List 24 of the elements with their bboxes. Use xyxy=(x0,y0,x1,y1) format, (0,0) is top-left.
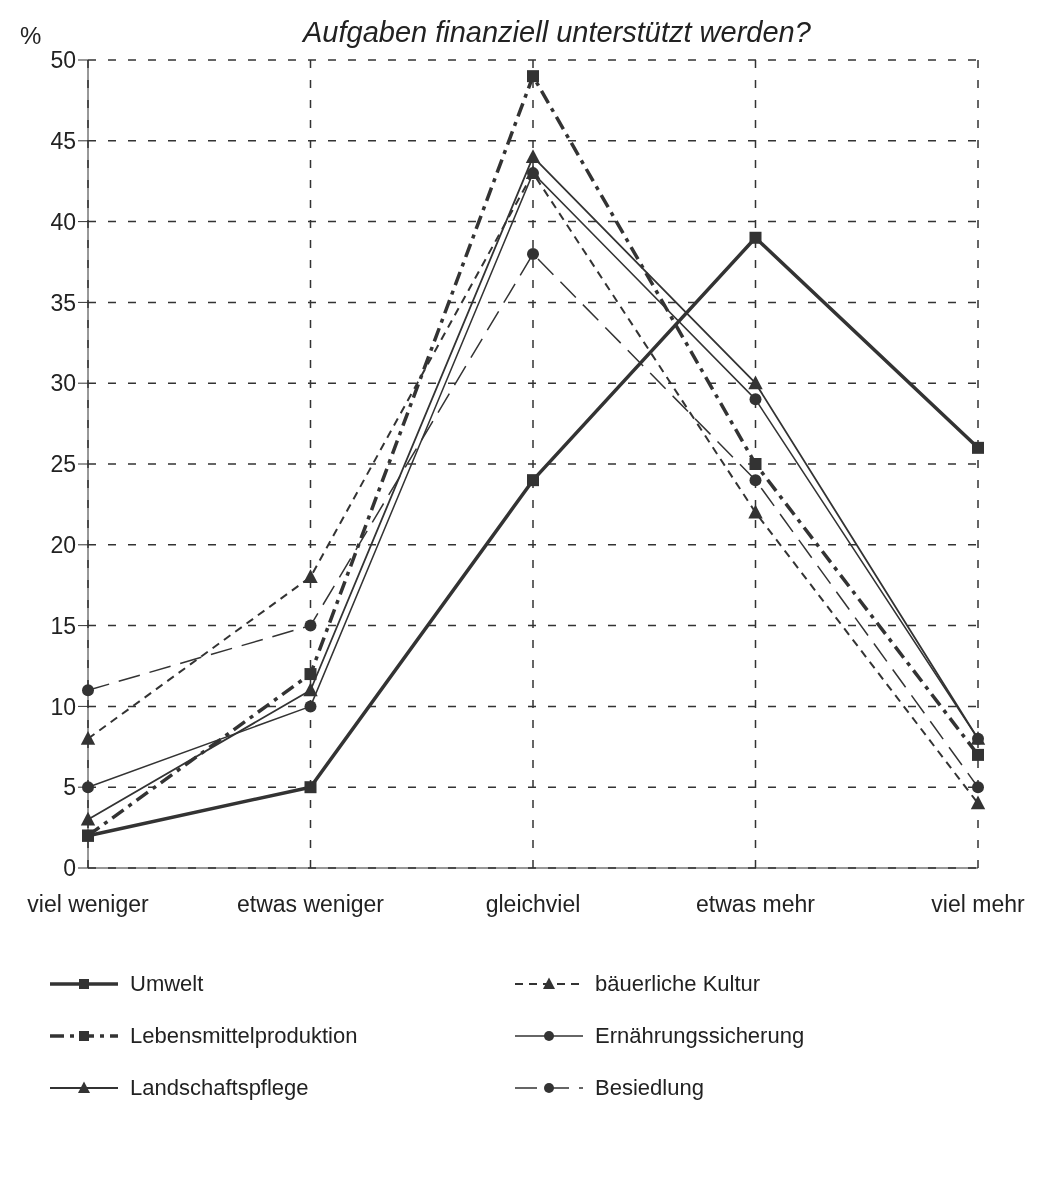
y-tick-label: 30 xyxy=(50,370,76,397)
legend-label: bäuerliche Kultur xyxy=(595,971,761,997)
y-axis-title: % xyxy=(20,22,42,50)
x-tick-label: etwas weniger xyxy=(236,891,385,918)
y-tick-label: 45 xyxy=(50,127,76,154)
legend-label: Ernährungssicherung xyxy=(595,1023,805,1049)
y-tick-label: 50 xyxy=(50,47,76,74)
legend-label: Umwelt xyxy=(130,971,204,997)
y-tick-label: 35 xyxy=(50,289,76,316)
x-tick-label: gleichviel xyxy=(485,891,581,918)
chart-title: Aufgaben finanziell unterstützt werden? xyxy=(303,16,811,49)
y-tick-label: 0 xyxy=(63,855,76,882)
x-tick-label: viel mehr xyxy=(931,891,1025,918)
y-tick-label: 15 xyxy=(50,612,76,639)
legend-label: Landschaftspflege xyxy=(130,1075,309,1101)
legend-label: Besiedlung xyxy=(595,1075,704,1101)
y-tick-label: 20 xyxy=(50,531,76,558)
y-tick-label: 40 xyxy=(50,208,76,235)
x-tick-label: viel weniger xyxy=(27,891,150,918)
legend-label: Lebensmittelproduktion xyxy=(130,1023,358,1049)
x-tick-label: etwas mehr xyxy=(696,891,816,918)
y-tick-label: 10 xyxy=(50,693,76,720)
y-tick-label: 25 xyxy=(50,451,76,478)
y-tick-label: 5 xyxy=(63,774,76,801)
